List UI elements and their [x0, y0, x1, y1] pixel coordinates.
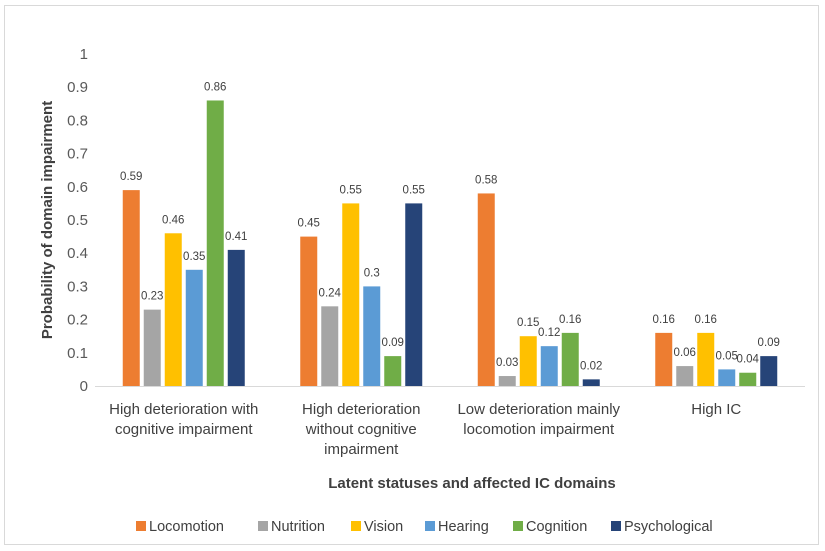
category-label: High IC [691, 401, 741, 418]
y-tick-label: 0.5 [67, 212, 88, 229]
bar-nutrition [321, 306, 339, 386]
data-label: 0.46 [162, 214, 184, 226]
y-axis-title: Probability of domain impairment [39, 101, 56, 339]
data-label: 0.04 [737, 354, 760, 366]
data-label: 0.16 [695, 314, 717, 326]
category-label: Low deterioration mainly [457, 401, 620, 418]
data-label: 0.06 [674, 347, 696, 359]
legend-label: Vision [364, 519, 403, 535]
bar-locomotion [122, 190, 140, 386]
x-axis-title: Latent statuses and affected IC domains [328, 475, 616, 492]
y-tick-label: 0.4 [67, 245, 88, 262]
data-label: 0.59 [120, 171, 142, 183]
category-label: cognitive impairment [115, 421, 253, 438]
bar-psychological [227, 249, 245, 386]
y-tick-label: 0.2 [67, 312, 88, 329]
legend-swatch-cognition [513, 521, 523, 531]
legend-swatch-locomotion [136, 521, 146, 531]
category-label: impairment [324, 441, 399, 458]
data-label: 0.24 [319, 287, 342, 299]
bar-nutrition [676, 366, 694, 386]
legend-swatch-hearing [425, 521, 435, 531]
category-label: High deterioration [302, 401, 420, 418]
legend-label: Locomotion [149, 519, 224, 535]
bar-psychological [582, 379, 600, 386]
bar-psychological [760, 356, 778, 386]
bar-vision [164, 233, 182, 386]
data-label: 0.23 [141, 291, 163, 303]
data-label: 0.05 [716, 350, 738, 362]
legend-swatch-vision [351, 521, 361, 531]
legend-label: Psychological [624, 519, 713, 535]
data-label: 0.16 [559, 314, 581, 326]
y-tick-label: 0.1 [67, 345, 88, 362]
bar-hearing [185, 269, 203, 386]
bar-cognition [561, 332, 579, 386]
bar-cognition [739, 372, 757, 386]
bar-vision [519, 336, 537, 386]
bar-locomotion [300, 236, 318, 386]
bar-cognition [206, 100, 224, 386]
category-label: locomotion impairment [463, 421, 615, 438]
data-label: 0.55 [403, 184, 425, 196]
bar-nutrition [143, 309, 161, 386]
data-label: 0.55 [340, 184, 362, 196]
y-tick-label: 0 [80, 378, 88, 395]
y-tick-label: 0.7 [67, 146, 88, 163]
y-tick-label: 0.8 [67, 112, 88, 129]
data-label: 0.41 [225, 231, 247, 243]
data-label: 0.3 [364, 267, 380, 279]
bar-locomotion [655, 332, 673, 386]
data-label: 0.09 [758, 337, 780, 349]
y-tick-label: 0.9 [67, 79, 88, 96]
bar-psychological [405, 203, 423, 386]
data-label: 0.58 [475, 174, 497, 186]
bar-hearing [718, 369, 736, 386]
category-label: without cognitive [305, 421, 417, 438]
data-label: 0.16 [653, 314, 675, 326]
data-label: 0.45 [298, 218, 320, 230]
legend-label: Cognition [526, 519, 587, 535]
bar-locomotion [477, 193, 495, 386]
bar-hearing [363, 286, 381, 386]
bar-vision [342, 203, 360, 386]
data-label: 0.35 [183, 251, 205, 263]
data-label: 0.02 [580, 360, 602, 372]
bar-nutrition [498, 376, 516, 386]
category-label: High deterioration with [109, 401, 258, 418]
legend-swatch-nutrition [258, 521, 268, 531]
data-label: 0.15 [517, 317, 539, 329]
y-tick-label: 0.6 [67, 179, 88, 196]
legend-label: Nutrition [271, 519, 325, 535]
data-label: 0.86 [204, 81, 226, 93]
bar-hearing [540, 346, 558, 386]
data-label: 0.03 [496, 357, 518, 369]
data-label: 0.09 [382, 337, 404, 349]
legend-label: Hearing [438, 519, 489, 535]
bar-cognition [384, 356, 402, 386]
y-tick-label: 0.3 [67, 278, 88, 295]
y-tick-label: 1 [80, 46, 88, 63]
legend-swatch-psychological [611, 521, 621, 531]
data-label: 0.12 [538, 327, 560, 339]
bar-vision [697, 332, 715, 386]
